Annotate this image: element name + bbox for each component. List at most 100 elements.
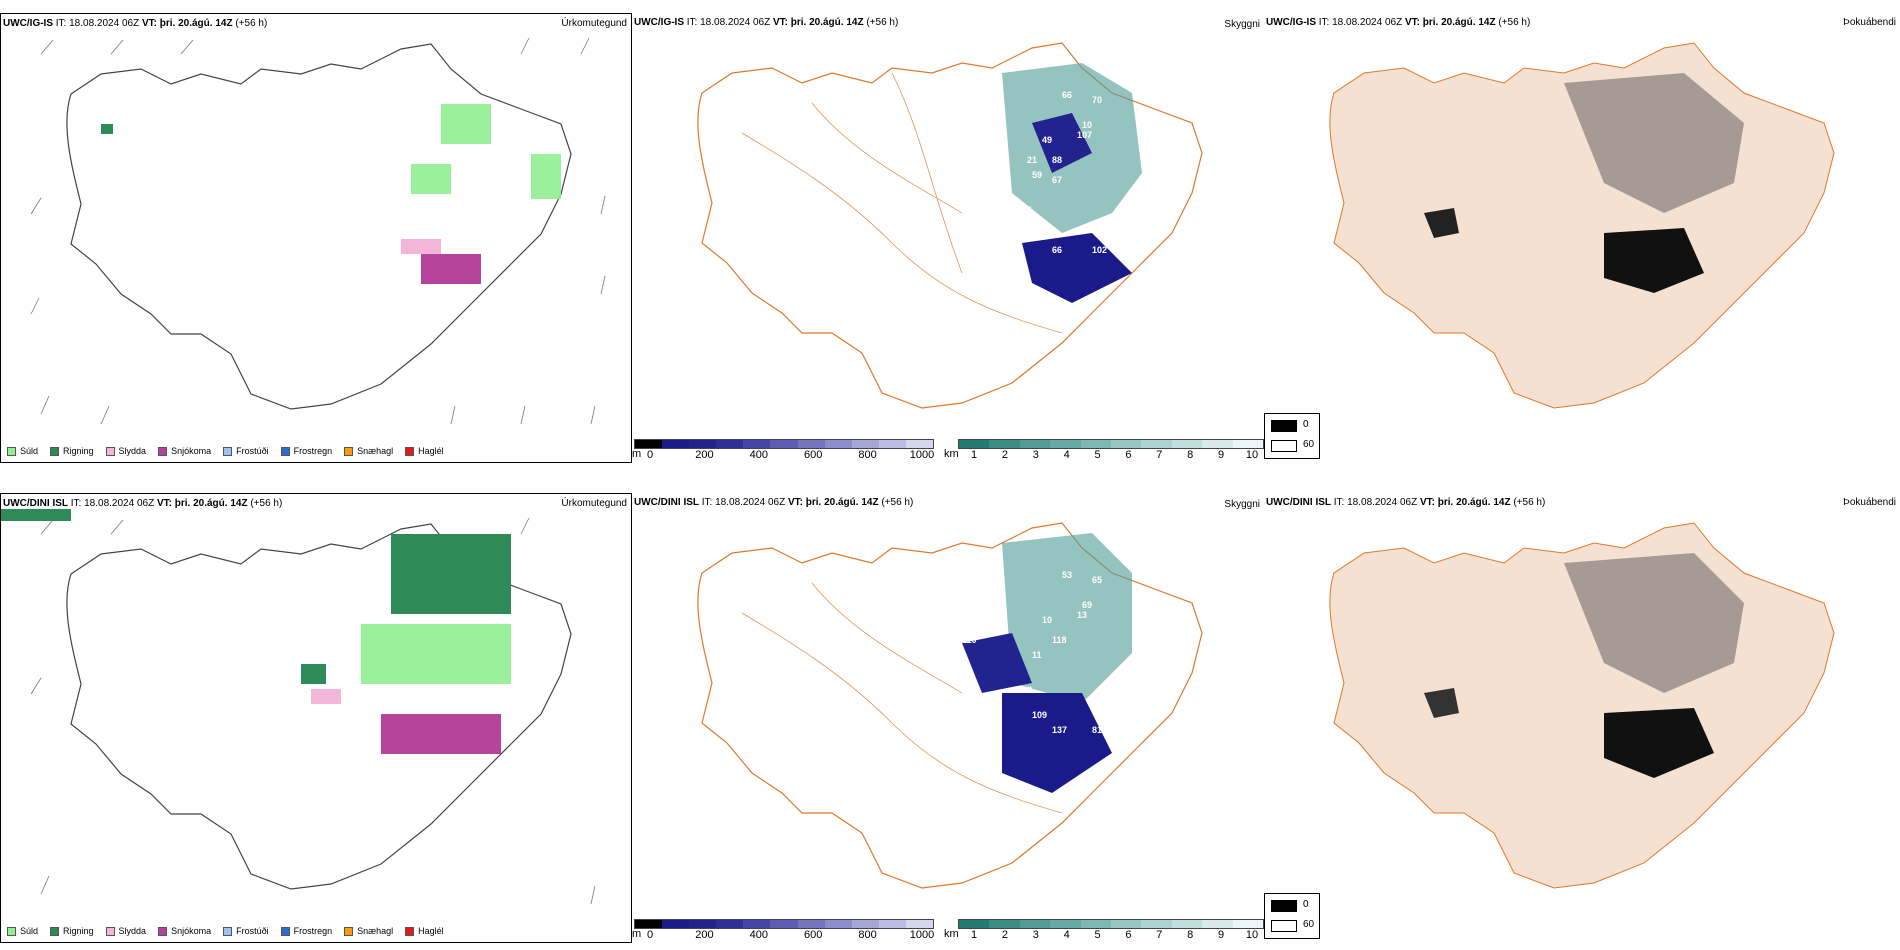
colorbar-tick: 5 [1094, 449, 1101, 461]
colorbar-segment [716, 440, 744, 448]
header-top-fog: UWC/IG-IS IT: 18.08.2024 06Z VT: þri. 20… [1266, 17, 1530, 28]
legend-item: Slydda [105, 446, 146, 456]
colorbar-segment [716, 920, 744, 928]
legend-label: Snæhagl [357, 926, 394, 936]
visibility-unit: km [944, 928, 959, 940]
visibility-value: 87 [1032, 230, 1042, 240]
visibility-value: 73 [892, 730, 902, 740]
visibility-value: 41 [1142, 120, 1152, 130]
fog-black-label: 0 [1303, 419, 1309, 430]
legend-label: Rigning [63, 446, 94, 456]
visibility-value: 102 [1092, 245, 1107, 255]
legend-label: Súld [20, 446, 39, 456]
visibility-value: 59 [1162, 135, 1172, 145]
it-value: 18.08.2024 06Z [69, 18, 140, 29]
legend-swatch [223, 446, 233, 456]
colorbar-segment [635, 440, 663, 448]
visibility-colorbar: km 1 2 3 4 5 6 7 8 9 10 [944, 919, 1264, 941]
header-bottom-fog: UWC/DINI ISL IT: 18.08.2024 06Z VT: þri.… [1266, 497, 1545, 508]
precip-legend: Súld Rigning Slydda Snjókoma Frostúði Frostre… [7, 446, 444, 456]
visibility-value: 145 [1122, 720, 1137, 730]
colorbar-tick: 1000 [909, 449, 935, 461]
colorbar-segment [1019, 440, 1051, 448]
colorbar-tick: 8 [1187, 449, 1194, 461]
visibility-value: 66 [1162, 615, 1172, 625]
legend-swatch [7, 446, 16, 456]
header-bottom-precip: UWC/DINI ISL IT: 18.08.2024 06Z VT: þri.… [3, 498, 282, 509]
legend-item: Rigning [50, 446, 94, 456]
colorbar-segment [743, 920, 771, 928]
colorbar-segment [1202, 440, 1233, 448]
legend-swatch [344, 446, 354, 456]
ceiling-unit: m [632, 448, 642, 460]
colorbar-tick: 6 [1125, 929, 1132, 941]
legend-swatch [280, 926, 290, 936]
fog-black-swatch [1271, 900, 1297, 912]
visibility-value: 70 [1092, 95, 1102, 105]
fog-legend: 0 60 [1264, 893, 1320, 939]
colorbar-segment [905, 920, 934, 928]
colorbar-tick: 9 [1218, 449, 1225, 461]
colorbar-segment [1080, 920, 1112, 928]
it-value: 18.08.2024 06Z [1332, 17, 1403, 28]
colorbar-segment [1232, 920, 1264, 928]
colorbar-tick: 600 [804, 929, 823, 941]
legend-item: Haglél [405, 446, 444, 456]
legend-swatch [405, 926, 415, 936]
lead-offset: (+56 h) [250, 498, 283, 509]
colorbar-tick: 10 [1245, 449, 1259, 461]
colorbar-tick: 0 [646, 929, 654, 941]
vt-value: þri. 20.ágú. 14Z [159, 18, 233, 29]
colorbar-segment [1111, 440, 1142, 448]
colorbar-segment [1050, 920, 1081, 928]
panel-title: Þokuábendi [1843, 497, 1896, 508]
colorbar-segment [1202, 920, 1233, 928]
panel-title: Skyggni [1224, 19, 1260, 30]
visibility-value: 22 [1132, 220, 1142, 230]
colorbar-segment [1171, 920, 1203, 928]
legend-item: Snjókoma [158, 446, 211, 456]
vt-label: VT: [1419, 497, 1435, 508]
vt-value: þri. 20.ágú. 14Z [174, 498, 248, 509]
colorbar-tick: 1 [970, 449, 978, 461]
visibility-colorbar: km 1 2 3 4 5 6 7 8 9 10 [944, 439, 1264, 461]
legend-swatch [50, 926, 60, 936]
legend-item: Snæhagl [344, 926, 393, 936]
model-name: UWC/IG-IS [3, 18, 53, 29]
colorbar-segment [1141, 920, 1172, 928]
panel-title: Þokuábendi [1843, 17, 1896, 28]
colorbar-tick: 2 [1001, 449, 1008, 461]
colorbar-tick: 8 [1187, 929, 1194, 941]
model-name: UWC/IG-IS [1266, 17, 1316, 28]
colorbar-tick: 1000 [909, 929, 935, 941]
legend-item: Frostúði [223, 926, 269, 936]
colorbar-segment [1232, 440, 1264, 448]
legend-label: Snæhagl [357, 446, 394, 456]
colorbar-tick: 800 [858, 449, 877, 461]
colorbar-segment [851, 920, 879, 928]
colorbar-tick: 2 [1001, 929, 1008, 941]
iceland-map-fog [1329, 522, 1835, 889]
colorbar-segment [689, 440, 717, 448]
vt-label: VT: [772, 17, 788, 28]
visibility-value: 79 [892, 250, 902, 260]
colorbar-segment [662, 440, 690, 448]
fog-white-swatch [1271, 440, 1297, 452]
it-label: IT: [1318, 17, 1330, 28]
visibility-value: 137 [1052, 725, 1067, 735]
colorbar-segment [959, 920, 990, 928]
colorbar-tick: 9 [1218, 929, 1225, 941]
visibility-value: 87 [962, 155, 972, 165]
it-label: IT: [701, 497, 713, 508]
visibility-value: 65 [1092, 575, 1102, 585]
it-value: 18.08.2024 06Z [715, 497, 786, 508]
vt-label: VT: [1404, 17, 1420, 28]
legend-item: Frostregn [280, 446, 332, 456]
header-top-precip: UWC/IG-IS IT: 18.08.2024 06Z VT: þri. 20… [3, 18, 267, 29]
legend-swatch [105, 926, 115, 936]
iceland-map-precip [30, 37, 606, 425]
it-label: IT: [70, 498, 82, 509]
vt-value: þri. 20.ágú. 14Z [790, 17, 864, 28]
